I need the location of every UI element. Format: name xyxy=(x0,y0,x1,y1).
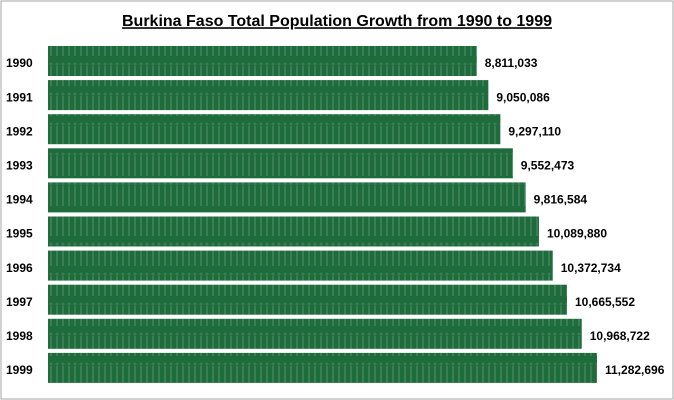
x-tick-label: 1991 xyxy=(6,90,33,104)
x-tick-label: 1999 xyxy=(6,363,33,377)
data-label: 11,282,696 xyxy=(605,363,665,377)
data-label: 9,552,473 xyxy=(521,158,575,172)
data-label: 10,089,880 xyxy=(547,227,607,241)
x-tick-label: 1995 xyxy=(6,227,33,241)
data-label: 10,968,722 xyxy=(590,329,650,343)
bar-texture xyxy=(48,284,567,315)
x-tick-label: 1990 xyxy=(6,56,33,70)
x-tick-label: 1994 xyxy=(6,193,33,207)
data-label: 8,811,033 xyxy=(485,56,538,70)
x-tick-label: 1996 xyxy=(6,261,33,275)
data-label: 10,665,552 xyxy=(575,295,635,309)
data-label: 9,816,584 xyxy=(534,193,588,207)
bar-texture xyxy=(48,216,539,247)
bar-texture xyxy=(48,352,597,383)
bar-texture xyxy=(48,46,477,76)
x-tick-label: 1997 xyxy=(6,295,33,309)
bar-texture xyxy=(48,318,582,349)
bar-texture xyxy=(48,250,553,281)
chart-title: Burkina Faso Total Population Growth fro… xyxy=(122,13,552,30)
bar-texture xyxy=(48,114,501,145)
data-label: 9,050,086 xyxy=(496,90,550,104)
x-tick-label: 1992 xyxy=(6,124,33,138)
bar-texture xyxy=(48,80,489,111)
bar-texture xyxy=(48,148,513,179)
data-label: 9,297,110 xyxy=(508,124,561,138)
x-tick-label: 1998 xyxy=(6,329,33,343)
bar-texture xyxy=(48,182,526,213)
x-tick-label: 1993 xyxy=(6,158,33,172)
data-label: 10,372,734 xyxy=(561,261,621,275)
